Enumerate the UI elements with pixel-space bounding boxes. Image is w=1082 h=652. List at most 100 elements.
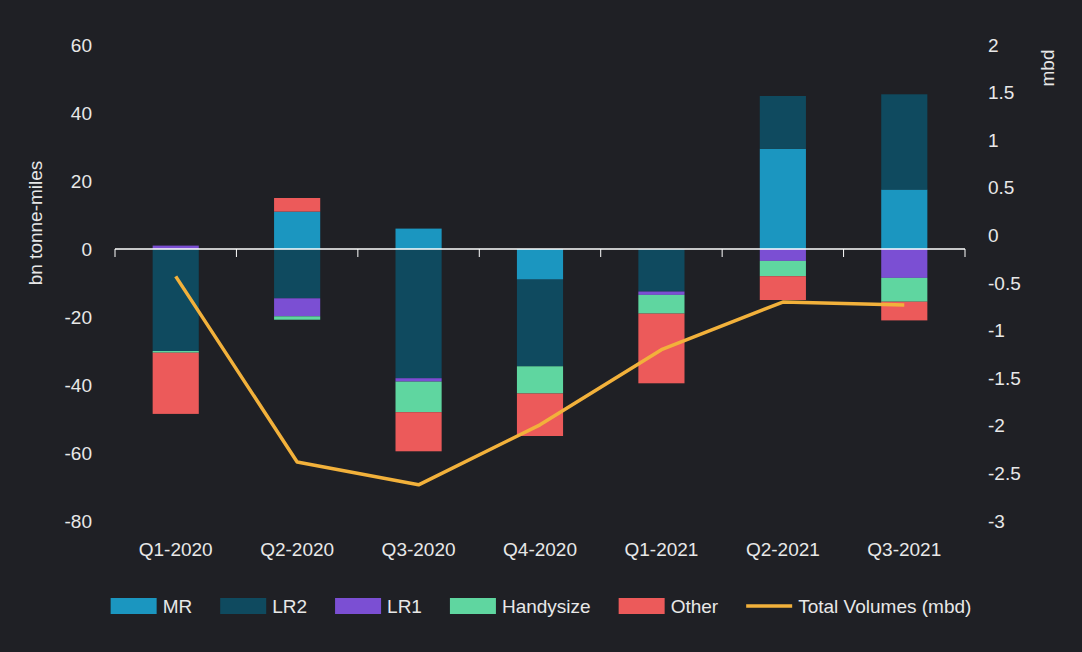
chart: -80-60-40-200204060-3-2.5-2-1.5-1-0.500.… bbox=[0, 0, 1082, 652]
legend-label: LR1 bbox=[387, 596, 422, 617]
y-tick: -80 bbox=[65, 511, 115, 532]
x-tick-label: Q1-2020 bbox=[139, 539, 213, 560]
bar bbox=[517, 280, 563, 367]
y2-tick-label: -1 bbox=[988, 320, 1005, 341]
legend-swatch bbox=[111, 598, 157, 614]
x-axis-line bbox=[116, 521, 966, 522]
category-divider bbox=[479, 249, 480, 257]
y-tick-label: 40 bbox=[71, 103, 92, 124]
bar-series bbox=[153, 198, 928, 451]
y-axis-line bbox=[115, 46, 116, 522]
category-divider bbox=[600, 249, 601, 257]
legend-swatch bbox=[746, 604, 792, 608]
y2-tick-label: 1.5 bbox=[988, 82, 1014, 103]
legend: MR LR2 LR1 Handysize Other Total Volumes (mbd… bbox=[111, 596, 972, 617]
bar bbox=[881, 249, 927, 278]
legend-item: LR1 bbox=[335, 596, 422, 617]
y-axis: -80-60-40-200204060 bbox=[65, 35, 116, 532]
bar bbox=[881, 190, 927, 250]
bar bbox=[396, 382, 442, 413]
bar bbox=[396, 249, 442, 378]
category-divider bbox=[236, 249, 237, 257]
y-tick-label: 0 bbox=[81, 239, 92, 260]
zero-line bbox=[115, 248, 965, 250]
x-tick: Q1-2021 bbox=[624, 521, 698, 560]
y2-tick: -2 bbox=[965, 415, 1005, 436]
bar bbox=[274, 316, 320, 319]
y-tick-label: -60 bbox=[65, 443, 92, 464]
y-tick: 60 bbox=[71, 35, 115, 56]
x-tick-label: Q1-2021 bbox=[624, 539, 698, 560]
y-tick-label: -20 bbox=[65, 307, 92, 328]
y-tick: -40 bbox=[65, 375, 115, 396]
bar bbox=[153, 353, 199, 414]
bar bbox=[517, 249, 563, 280]
legend-item: LR2 bbox=[220, 596, 307, 617]
legend-label: MR bbox=[163, 596, 193, 617]
x-tick: Q3-2021 bbox=[867, 521, 941, 560]
legend-swatch bbox=[335, 598, 381, 614]
y2-tick: 1 bbox=[965, 130, 999, 151]
y2-tick-label: -2 bbox=[988, 415, 1005, 436]
bar-series bbox=[153, 94, 928, 378]
y2-tick: 0 bbox=[965, 225, 999, 246]
bar bbox=[638, 295, 684, 314]
plot-area bbox=[153, 94, 928, 485]
bar-series bbox=[153, 261, 928, 412]
legend-label: LR2 bbox=[272, 596, 307, 617]
category-divider bbox=[843, 249, 844, 257]
background bbox=[0, 0, 1082, 652]
bar bbox=[396, 229, 442, 249]
bar bbox=[760, 96, 806, 149]
bar bbox=[881, 94, 927, 189]
y2-tick: 1.5 bbox=[965, 82, 1014, 103]
legend-swatch bbox=[619, 598, 665, 614]
legend-item: MR bbox=[111, 596, 193, 617]
bar bbox=[638, 249, 684, 292]
x-tick-label: Q2-2021 bbox=[746, 539, 820, 560]
x-tick: Q2-2021 bbox=[746, 521, 820, 560]
bar bbox=[153, 351, 199, 353]
y-tick: 40 bbox=[71, 103, 115, 124]
legend-swatch bbox=[220, 598, 266, 614]
bar bbox=[274, 212, 320, 249]
legend-label: Other bbox=[671, 596, 719, 617]
y2-tick-label: -2.5 bbox=[988, 463, 1021, 484]
x-tick: Q4-2020 bbox=[503, 521, 577, 560]
bar bbox=[881, 278, 927, 302]
bar bbox=[274, 298, 320, 316]
y2-tick-label: -0.5 bbox=[988, 273, 1021, 294]
legend-label: Total Volumes (mbd) bbox=[798, 596, 971, 617]
y-tick-label: -80 bbox=[65, 511, 92, 532]
y2-tick-label: 0 bbox=[988, 225, 999, 246]
x-tick-label: Q2-2020 bbox=[260, 539, 334, 560]
x-tick: Q1-2020 bbox=[139, 521, 213, 560]
legend-item: Total Volumes (mbd) bbox=[746, 596, 971, 617]
y-axis-title: bn tonne-miles bbox=[25, 161, 46, 286]
y2-tick-label: 2 bbox=[988, 35, 999, 56]
y2-tick: 0.5 bbox=[965, 177, 1014, 198]
category-divider bbox=[965, 249, 966, 257]
bar-series bbox=[274, 149, 927, 280]
x-tick: Q2-2020 bbox=[260, 521, 334, 560]
x-tick-label: Q3-2020 bbox=[382, 539, 456, 560]
y-tick: -20 bbox=[65, 307, 115, 328]
legend-item: Handysize bbox=[450, 596, 591, 617]
bar-series bbox=[153, 246, 928, 382]
y2-tick-label: -1.5 bbox=[988, 368, 1021, 389]
y2-axis: -3 -2.5 -2 -1.5 -1 -0.5 0 0.5 1 1.5 2 bbox=[965, 35, 1021, 532]
bar bbox=[274, 198, 320, 212]
bar bbox=[274, 249, 320, 298]
y-tick-label: 60 bbox=[71, 35, 92, 56]
bar bbox=[760, 261, 806, 276]
y2-tick: 2 bbox=[965, 35, 999, 56]
y-tick-label: -40 bbox=[65, 375, 92, 396]
category-divider bbox=[115, 249, 116, 257]
bar bbox=[760, 149, 806, 249]
bar bbox=[760, 276, 806, 300]
bar bbox=[638, 292, 684, 295]
legend-swatch bbox=[450, 598, 496, 614]
y2-tick-label: -3 bbox=[988, 511, 1005, 532]
bar bbox=[517, 366, 563, 393]
x-tick-label: Q4-2020 bbox=[503, 539, 577, 560]
